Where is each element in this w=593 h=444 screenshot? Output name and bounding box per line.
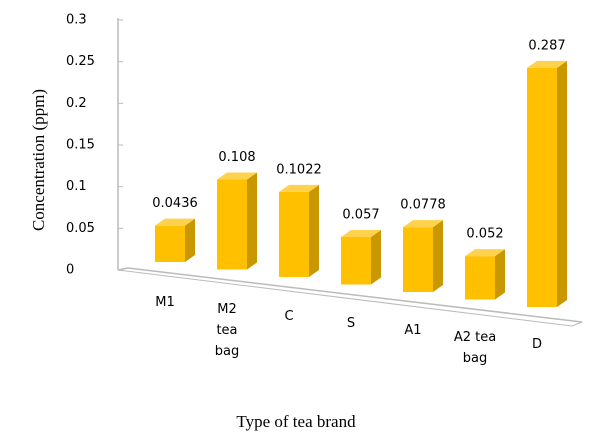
floor-edge bbox=[571, 321, 583, 327]
bar-top bbox=[155, 218, 195, 226]
bar-side bbox=[371, 230, 381, 285]
bar-side bbox=[247, 172, 257, 270]
floor-edge bbox=[117, 269, 573, 327]
bar-top bbox=[217, 172, 257, 180]
y-tick-label: 0 bbox=[66, 263, 74, 278]
bar bbox=[279, 191, 309, 277]
x-tick-label: M2 tea bag bbox=[214, 302, 240, 359]
bar-side bbox=[433, 220, 443, 292]
bar bbox=[465, 256, 495, 300]
data-label: 0.0778 bbox=[400, 198, 446, 213]
x-tick-label: C bbox=[284, 309, 294, 324]
data-label: 0.108 bbox=[218, 150, 255, 165]
data-label: 0.052 bbox=[466, 227, 503, 242]
y-tick-label: 0.3 bbox=[66, 13, 87, 28]
data-label: 0.1022 bbox=[276, 162, 322, 177]
bar bbox=[341, 237, 371, 285]
bar bbox=[527, 67, 557, 307]
x-axis-title: Type of tea brand bbox=[236, 412, 356, 431]
bar-top bbox=[465, 249, 505, 257]
y-tick-label: 0.25 bbox=[66, 54, 95, 69]
bar-top bbox=[341, 230, 381, 237]
bar-top bbox=[527, 60, 567, 68]
x-tick-label: S bbox=[346, 316, 356, 331]
floor-edge bbox=[127, 267, 583, 323]
x-tick-label: A1 bbox=[404, 323, 422, 338]
x-tick-label: M1 bbox=[155, 295, 175, 310]
bar-side bbox=[309, 184, 319, 277]
bar-top bbox=[403, 220, 443, 228]
x-tick-label: D bbox=[531, 337, 543, 352]
data-label: 0.287 bbox=[528, 38, 565, 53]
data-label: 0.0436 bbox=[152, 196, 198, 211]
x-tick-label: A2 tea bag bbox=[453, 330, 497, 366]
y-tick-label: 0.1 bbox=[66, 179, 87, 194]
y-tick-label: 0.05 bbox=[66, 221, 95, 236]
bar bbox=[217, 179, 247, 270]
y-axis-title: Concentration (ppm) bbox=[29, 89, 48, 231]
data-label: 0.057 bbox=[342, 208, 379, 223]
bar bbox=[403, 227, 433, 292]
bar-side bbox=[185, 218, 195, 262]
y-tick-label: 0.15 bbox=[66, 138, 95, 153]
bar-top bbox=[279, 184, 319, 192]
bar-side bbox=[557, 60, 567, 308]
bar bbox=[155, 225, 185, 262]
y-tick-label: 0.2 bbox=[66, 96, 87, 111]
bar-side bbox=[495, 249, 505, 300]
